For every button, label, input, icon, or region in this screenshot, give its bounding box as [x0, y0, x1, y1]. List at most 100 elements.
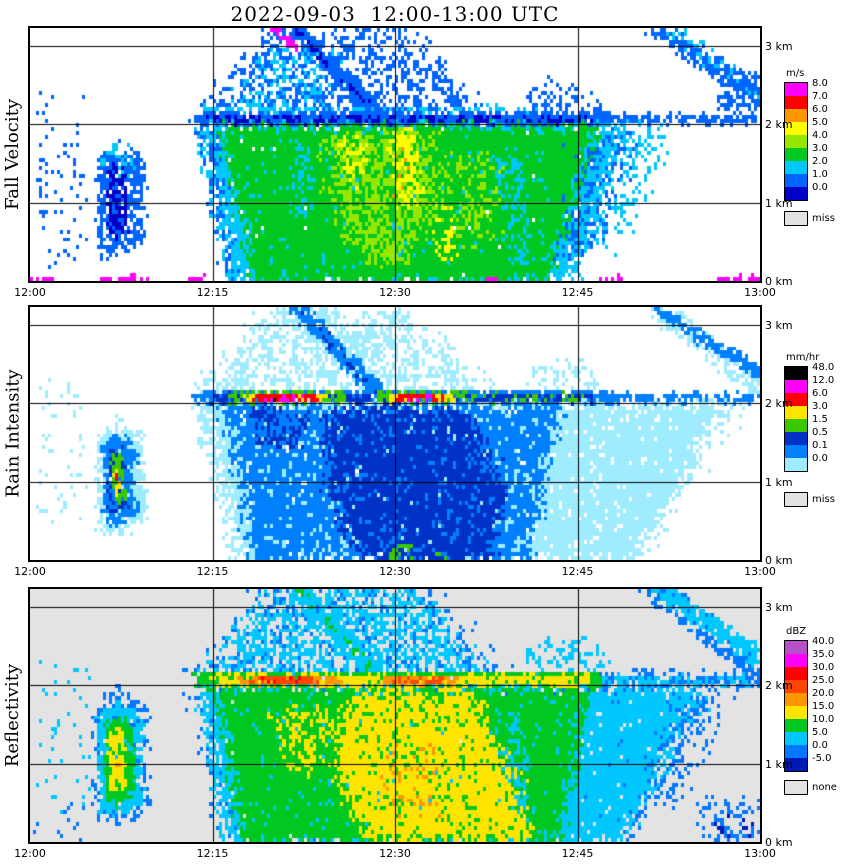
legend-value: 1.0 — [812, 169, 828, 180]
legend-missing-swatch — [784, 492, 808, 507]
legend-swatch — [785, 445, 807, 458]
x-tick-label: 13:00 — [744, 847, 776, 860]
x-tick-label: 12:45 — [561, 847, 594, 860]
legend-swatch — [785, 96, 807, 109]
legend-swatch — [785, 419, 807, 432]
legend-swatch — [785, 654, 807, 667]
legend-swatch — [785, 667, 807, 680]
legend-swatch — [785, 83, 807, 96]
y-tick-label: 3 km — [765, 40, 793, 53]
legend-value: 10.0 — [812, 714, 835, 725]
y-tick-label: 0 km — [765, 275, 793, 288]
x-tick-label: 12:30 — [379, 565, 411, 578]
y-tick-label: 2 km — [765, 118, 793, 132]
x-tick-label: 12:15 — [196, 565, 229, 578]
x-tick-label: 12:15 — [196, 286, 229, 299]
legend-value: 5.0 — [812, 117, 828, 128]
legend-colorbar: 40.0 35.0 30.0 25.0 20.0 15.0 10.0 5.0 0.0 -5.0 — [784, 637, 834, 772]
x-tick-label: 12:45 — [561, 565, 594, 578]
legend-colorbar: 8.0 7.0 6.0 5.0 4.0 3.0 2.0 1.0 0.0 — [784, 79, 828, 201]
legend-value: 0.0 — [812, 453, 828, 464]
legend-swatch — [785, 432, 807, 445]
x-tick-label: 13:00 — [744, 565, 776, 578]
legend-value: 20.0 — [812, 688, 835, 699]
y-tick-label: 1 km — [765, 196, 793, 210]
legend-value: 3.0 — [812, 401, 828, 412]
y-tick-label: 0 km — [765, 836, 793, 849]
y-tick-label: 1 km — [765, 475, 793, 489]
x-tick-label: 12:00 — [14, 847, 46, 860]
rain-intensity-panel: Rain Intensity mm/hr 48.0 12.0 6.0 3.0 1.5 0.… — [0, 305, 850, 585]
legend-value: 0.5 — [812, 427, 828, 438]
legend-swatch — [785, 693, 807, 706]
legend-swatch — [785, 641, 807, 654]
legend-swatch — [785, 458, 807, 471]
legend-swatch — [785, 367, 807, 380]
legend-swatch — [785, 122, 807, 135]
legend-value: 3.0 — [812, 143, 828, 154]
fall-velocity-legend: m/s 8.0 7.0 6.0 5.0 4.0 3.0 2.0 1.0 0.0 miss — [784, 68, 850, 226]
legend-value: 15.0 — [812, 701, 835, 712]
x-tick-label: 12:00 — [14, 286, 46, 299]
legend-swatch — [785, 680, 807, 693]
legend-value: 35.0 — [812, 649, 835, 660]
legend-missing-swatch — [784, 211, 808, 226]
legend-value: 0.0 — [812, 740, 828, 751]
legend-missing: miss — [784, 211, 850, 226]
fall-velocity-heatmap — [28, 26, 762, 283]
legend-missing-label: none — [812, 782, 837, 793]
legend-unit-label: mm/hr — [786, 352, 820, 363]
chart-title: 2022-09-03 12:00-13:00 UTC — [230, 2, 560, 26]
legend-swatch — [785, 187, 807, 200]
legend-value: 1.5 — [812, 414, 828, 425]
legend-value: -5.0 — [812, 753, 832, 764]
legend-value: 30.0 — [812, 662, 835, 673]
x-tick-label: 12:45 — [561, 286, 594, 299]
y-axis-title-text: Rain Intensity — [2, 369, 24, 498]
reflectivity-heatmap — [28, 587, 762, 844]
legend-swatch — [785, 161, 807, 174]
legend-value: 48.0 — [812, 362, 835, 373]
legend-swatch — [785, 732, 807, 745]
legend-value: 4.0 — [812, 130, 828, 141]
legend-unit-label: m/s — [786, 68, 805, 79]
x-tick-label: 12:30 — [379, 286, 411, 299]
legend-swatch — [785, 109, 807, 122]
reflectivity-panel: Reflectivity dBZ 40.0 35.0 30.0 25.0 20.0 15.… — [0, 587, 850, 867]
y-tick-label: 2 km — [765, 397, 793, 411]
legend-swatch — [785, 135, 807, 148]
y-axis-title: Fall Velocity — [0, 28, 26, 281]
legend-swatch — [785, 758, 807, 771]
y-axis-title-text: Reflectivity — [2, 663, 24, 768]
reflectivity-legend: dBZ 40.0 35.0 30.0 25.0 20.0 15.0 10.0 5.0 0.0 -5… — [784, 626, 850, 795]
legend-missing: none — [784, 780, 850, 795]
rain-intensity-legend: mm/hr 48.0 12.0 6.0 3.0 1.5 0.5 0.1 0.0 miss — [784, 352, 850, 507]
legend-missing-label: miss — [812, 213, 835, 224]
legend-value: 12.0 — [812, 375, 835, 386]
legend-swatch — [785, 174, 807, 187]
legend-unit-label: dBZ — [786, 626, 807, 637]
legend-missing: miss — [784, 492, 850, 507]
legend-value: 5.0 — [812, 727, 828, 738]
legend-value: 40.0 — [812, 636, 835, 647]
legend-value: 0.1 — [812, 440, 828, 451]
legend-value: 2.0 — [812, 156, 828, 167]
x-tick-label: 12:15 — [196, 847, 229, 860]
legend-value: 8.0 — [812, 78, 828, 89]
legend-swatch — [785, 148, 807, 161]
legend-swatch — [785, 719, 807, 732]
y-tick-label: 3 km — [765, 601, 793, 614]
legend-value: 7.0 — [812, 91, 828, 102]
rain-intensity-heatmap — [28, 305, 762, 562]
y-tick-label: 0 km — [765, 554, 793, 567]
legend-value: 25.0 — [812, 675, 835, 686]
legend-value: 6.0 — [812, 104, 828, 115]
legend-colorbar: 48.0 12.0 6.0 3.0 1.5 0.5 0.1 0.0 — [784, 363, 834, 472]
x-tick-label: 12:00 — [14, 565, 46, 578]
legend-swatch — [785, 745, 807, 758]
legend-value: 0.0 — [812, 182, 828, 193]
legend-swatch — [785, 393, 807, 406]
legend-value: 6.0 — [812, 388, 828, 399]
y-axis-title: Reflectivity — [0, 589, 26, 842]
